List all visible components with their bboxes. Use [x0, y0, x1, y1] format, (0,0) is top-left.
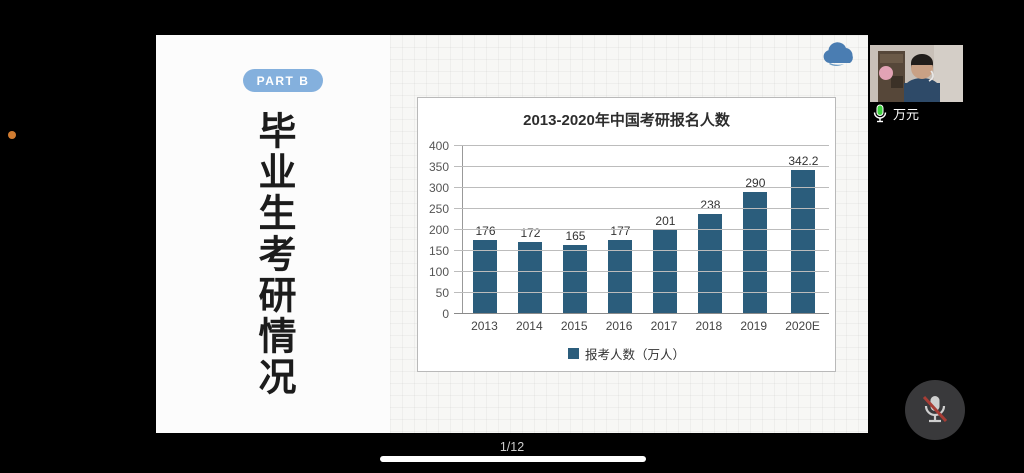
bar-value-label: 176 — [475, 224, 496, 239]
chart-y-axis: 400 350 300 250 200 150 100 50 0 — [418, 98, 451, 371]
bar-group-2020E: 342.2 — [788, 146, 818, 314]
bar-value-label: 290 — [745, 176, 766, 191]
page-indicator: 1/12 — [499, 440, 525, 454]
gridline — [454, 187, 829, 188]
gridline — [454, 292, 829, 293]
mute-button[interactable] — [905, 380, 965, 440]
participant-name: 万元 — [893, 107, 920, 122]
mic-on-icon — [873, 104, 887, 123]
chart-bars: 176 172 165 177 201 238 290 342.2 — [463, 146, 829, 314]
x-tick-label: 2014 — [515, 319, 543, 333]
y-tick-label: 400 — [428, 139, 449, 153]
slide-title: 毕业生考研情况 — [252, 111, 294, 398]
cloud-icon — [823, 42, 853, 66]
bar-group-2019: 290 — [743, 146, 768, 314]
gridline — [454, 271, 829, 272]
participant-name-row: 万元 — [873, 104, 919, 123]
y-tick-label: 50 — [435, 286, 449, 300]
bar — [608, 239, 633, 314]
chart-legend: 报考人数（万人） — [418, 344, 835, 363]
participant-video-tile[interactable] — [870, 45, 963, 102]
gridline — [454, 208, 829, 209]
x-tick-label: 2020E — [785, 319, 820, 333]
bar-value-label: 165 — [565, 228, 586, 243]
chart-title: 2013-2020年中国考研报名人数 — [523, 112, 730, 129]
x-tick-label: 2016 — [605, 319, 633, 333]
annotation-dot — [8, 131, 16, 139]
x-tick-label: 2019 — [740, 319, 768, 333]
gridline — [454, 166, 829, 167]
bar — [518, 241, 543, 314]
x-tick-label: 2018 — [695, 319, 723, 333]
x-tick-label: 2017 — [650, 319, 678, 333]
x-tick-label: 2015 — [560, 319, 588, 333]
y-tick-label: 300 — [428, 181, 449, 195]
x-tick-label: 2013 — [471, 319, 498, 333]
bar-value-label: 238 — [700, 198, 721, 213]
bar-value-label: 172 — [520, 225, 541, 240]
legend-label: 报考人数（万人） — [584, 348, 685, 362]
gridline — [454, 229, 829, 230]
presentation-slide: PART B 毕业生考研情况 2013-2020年中国考研报名人数 400 350… — [156, 35, 868, 433]
bar-value-label: 342.2 — [788, 154, 819, 169]
bar — [563, 244, 588, 314]
slide-chart-panel: 2013-2020年中国考研报名人数 400 350 300 250 200 150 100… — [390, 35, 868, 433]
bar-value-label: 201 — [655, 213, 676, 228]
bar — [473, 240, 498, 314]
gridline — [454, 313, 829, 314]
y-tick-label: 350 — [428, 160, 449, 174]
slide-title-panel: PART B 毕业生考研情况 — [156, 35, 390, 433]
gridline — [454, 145, 829, 146]
bar-group-2015: 165 — [563, 146, 588, 314]
bar-group-2018: 238 — [698, 146, 723, 314]
bar-group-2014: 172 — [518, 146, 543, 314]
y-tick-label: 250 — [428, 202, 449, 216]
bar — [791, 170, 816, 314]
chart-plot-area: 176 172 165 177 201 238 290 342.2 — [454, 145, 829, 314]
bar-chart: 2013-2020年中国考研报名人数 400 350 300 250 200 150 100… — [417, 97, 836, 372]
bar-group-2017: 201 — [653, 146, 678, 314]
gridline — [454, 250, 829, 251]
bar-value-label: 177 — [610, 223, 631, 238]
y-tick-label: 100 — [428, 265, 449, 279]
chart-x-axis: 2013 2014 2015 2016 2017 2018 2019 2020E — [462, 319, 829, 333]
bar-group-2016: 177 — [608, 146, 633, 314]
bar-group-2013: 176 — [473, 146, 498, 314]
bar — [743, 192, 768, 314]
y-tick-label: 150 — [428, 244, 449, 258]
bar — [698, 214, 723, 314]
muted-mic-icon — [922, 395, 948, 423]
y-tick-label: 0 — [442, 307, 449, 321]
legend-swatch — [567, 348, 579, 359]
home-indicator-handle[interactable] — [380, 456, 646, 462]
y-tick-label: 200 — [428, 223, 449, 237]
participant-video-feed — [870, 45, 963, 102]
part-badge: PART B — [243, 69, 323, 92]
